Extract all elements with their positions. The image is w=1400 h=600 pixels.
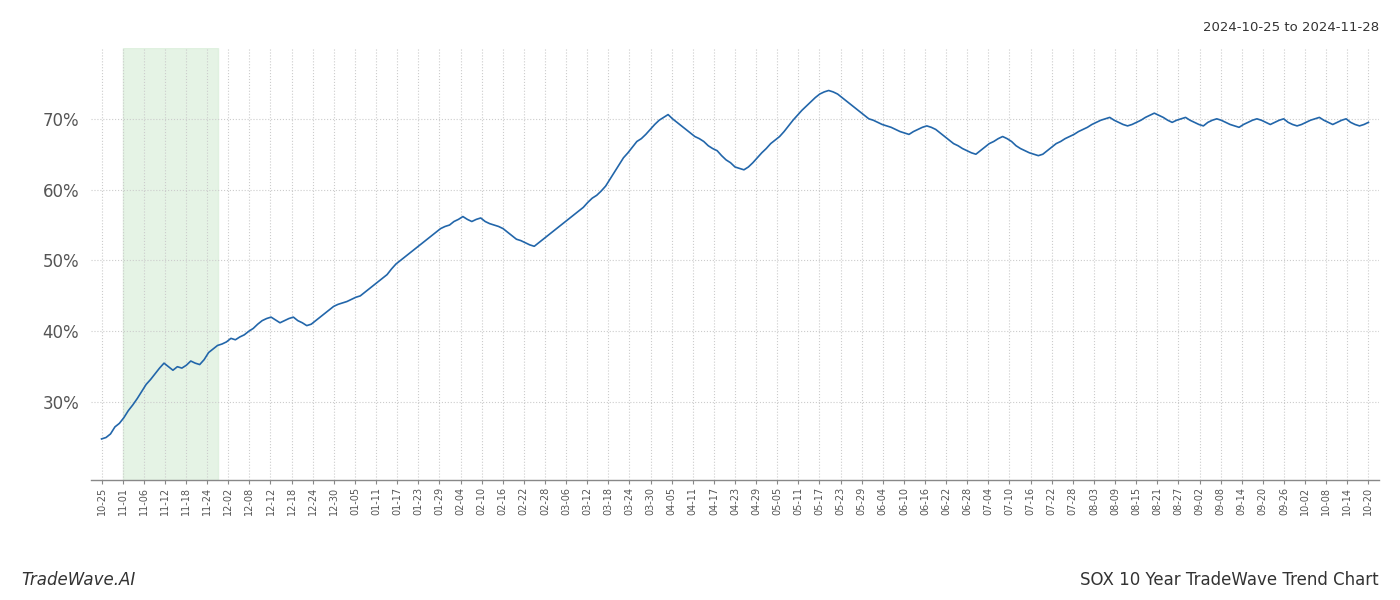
Bar: [123, 48, 217, 480]
Text: 2024-10-25 to 2024-11-28: 2024-10-25 to 2024-11-28: [1203, 21, 1379, 34]
Text: SOX 10 Year TradeWave Trend Chart: SOX 10 Year TradeWave Trend Chart: [1081, 571, 1379, 589]
Text: TradeWave.AI: TradeWave.AI: [21, 571, 136, 589]
